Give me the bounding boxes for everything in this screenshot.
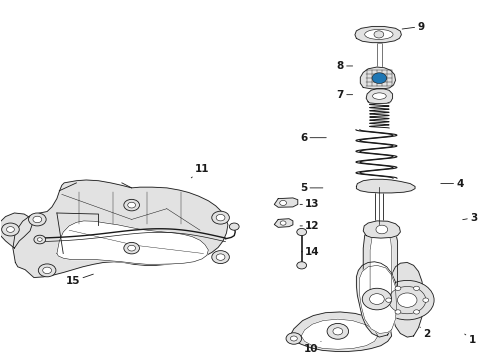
- Circle shape: [1, 223, 19, 236]
- Text: 8: 8: [337, 61, 353, 71]
- Circle shape: [297, 228, 307, 235]
- Circle shape: [280, 221, 286, 225]
- Circle shape: [395, 310, 401, 314]
- Circle shape: [291, 336, 297, 341]
- Circle shape: [423, 298, 429, 302]
- Circle shape: [216, 215, 225, 221]
- Text: 15: 15: [66, 274, 94, 286]
- Circle shape: [297, 262, 307, 269]
- Circle shape: [380, 280, 434, 320]
- Polygon shape: [13, 180, 228, 278]
- Circle shape: [216, 254, 225, 260]
- Circle shape: [389, 287, 426, 314]
- Text: 11: 11: [191, 164, 209, 178]
- Circle shape: [397, 293, 417, 307]
- Circle shape: [362, 288, 392, 310]
- Circle shape: [128, 202, 136, 208]
- Ellipse shape: [365, 30, 393, 40]
- Circle shape: [229, 223, 239, 230]
- Circle shape: [374, 31, 384, 38]
- Text: 9: 9: [402, 22, 424, 32]
- Circle shape: [38, 264, 56, 277]
- Text: 4: 4: [441, 179, 464, 189]
- Circle shape: [395, 286, 401, 291]
- Text: 3: 3: [463, 213, 477, 222]
- Polygon shape: [366, 89, 392, 104]
- Circle shape: [376, 225, 388, 234]
- Polygon shape: [356, 262, 397, 337]
- Ellipse shape: [372, 73, 387, 84]
- Polygon shape: [289, 312, 392, 351]
- Polygon shape: [356, 179, 415, 193]
- Polygon shape: [274, 198, 298, 207]
- Bar: [377, 42, 382, 67]
- Text: 1: 1: [465, 334, 476, 345]
- Polygon shape: [355, 27, 401, 42]
- Ellipse shape: [372, 93, 386, 99]
- Circle shape: [124, 242, 140, 254]
- Text: 7: 7: [337, 90, 353, 100]
- Polygon shape: [370, 233, 392, 303]
- Circle shape: [333, 328, 343, 335]
- Circle shape: [414, 310, 419, 314]
- Polygon shape: [301, 319, 378, 349]
- Circle shape: [124, 199, 140, 211]
- Circle shape: [369, 294, 384, 305]
- Circle shape: [280, 201, 287, 206]
- Polygon shape: [392, 262, 424, 337]
- Polygon shape: [363, 221, 400, 238]
- Text: 10: 10: [304, 341, 321, 354]
- Circle shape: [128, 245, 136, 251]
- Circle shape: [286, 333, 302, 344]
- Circle shape: [212, 211, 229, 224]
- Polygon shape: [0, 213, 32, 248]
- Polygon shape: [274, 219, 293, 227]
- Circle shape: [43, 267, 51, 274]
- Text: 13: 13: [300, 199, 319, 210]
- Circle shape: [6, 226, 14, 232]
- Text: 12: 12: [300, 221, 319, 231]
- Circle shape: [37, 238, 42, 241]
- Text: 5: 5: [300, 183, 323, 193]
- Circle shape: [414, 286, 419, 291]
- Circle shape: [34, 235, 46, 244]
- Circle shape: [212, 251, 229, 264]
- Polygon shape: [57, 221, 208, 264]
- Polygon shape: [360, 67, 395, 89]
- Circle shape: [28, 213, 46, 226]
- Circle shape: [386, 298, 392, 302]
- Text: 6: 6: [300, 133, 326, 143]
- Circle shape: [327, 323, 348, 339]
- Circle shape: [33, 216, 42, 223]
- Text: 2: 2: [420, 327, 430, 339]
- Bar: [375, 185, 383, 224]
- Polygon shape: [363, 221, 397, 306]
- Polygon shape: [359, 265, 396, 333]
- Text: 14: 14: [301, 247, 320, 257]
